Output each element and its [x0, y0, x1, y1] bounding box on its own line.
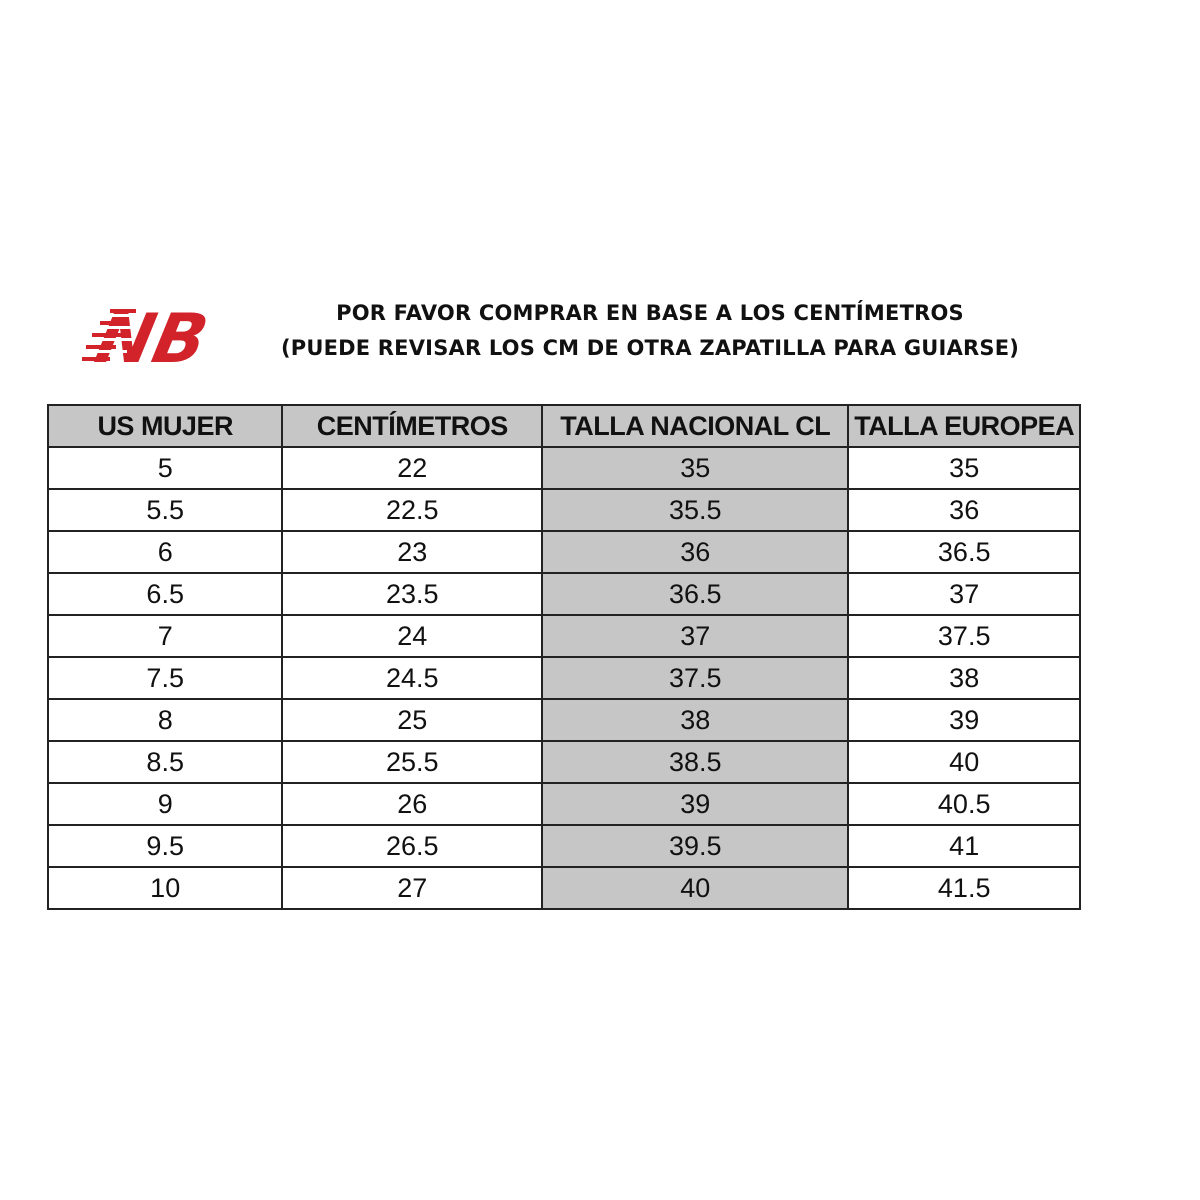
cell-talla-europea: 41: [847, 824, 1081, 868]
table-row: 8.5 25.5 38.5 40: [46, 740, 1081, 784]
cell-talla-europea: 36: [847, 488, 1081, 532]
cell-centimetros: 24.5: [281, 656, 544, 700]
cell-centimetros: 26.5: [281, 824, 544, 868]
header-centimetros: CENTÍMETROS: [281, 404, 544, 448]
cell-talla-europea: 36.5: [847, 530, 1081, 574]
cell-talla-nacional: 35: [541, 446, 850, 490]
title-line-1: POR FAVOR COMPRAR EN BASE A LOS CENTÍMET…: [336, 301, 964, 325]
new-balance-logo: NB: [82, 300, 214, 379]
cell-talla-nacional: 39.5: [541, 824, 850, 868]
cell-centimetros: 23.5: [281, 572, 544, 616]
cell-us-mujer: 5.5: [46, 488, 284, 532]
cell-us-mujer: 9: [46, 782, 284, 826]
instructions-title: POR FAVOR COMPRAR EN BASE A LOS CENTÍMET…: [260, 296, 1040, 366]
cell-talla-nacional: 38: [541, 698, 850, 742]
table-row: 9.5 26.5 39.5 41: [46, 824, 1081, 868]
cell-talla-europea: 38: [847, 656, 1081, 700]
cell-centimetros: 22.5: [281, 488, 544, 532]
cell-talla-europea: 35: [847, 446, 1081, 490]
table-row: 8 25 38 39: [46, 698, 1081, 742]
table-row: 7.5 24.5 37.5 38: [46, 656, 1081, 700]
header-talla-europea: TALLA EUROPEA: [847, 404, 1081, 448]
cell-talla-europea: 39: [847, 698, 1081, 742]
cell-talla-europea: 41.5: [847, 866, 1081, 910]
cell-us-mujer: 6: [46, 530, 284, 574]
cell-talla-nacional: 37: [541, 614, 850, 658]
cell-centimetros: 26: [281, 782, 544, 826]
table-row: 9 26 39 40.5: [46, 782, 1081, 826]
table-row: 5.5 22.5 35.5 36: [46, 488, 1081, 532]
cell-talla-europea: 37: [847, 572, 1081, 616]
cell-us-mujer: 7.5: [46, 656, 284, 700]
cell-us-mujer: 10: [46, 866, 284, 910]
cell-centimetros: 22: [281, 446, 544, 490]
cell-us-mujer: 6.5: [46, 572, 284, 616]
cell-centimetros: 24: [281, 614, 544, 658]
cell-talla-nacional: 37.5: [541, 656, 850, 700]
cell-talla-europea: 40.5: [847, 782, 1081, 826]
table-row: 6 23 36 36.5: [46, 530, 1081, 574]
table-row: 6.5 23.5 36.5 37: [46, 572, 1081, 616]
table-row: 10 27 40 41.5: [46, 866, 1081, 910]
cell-us-mujer: 9.5: [46, 824, 284, 868]
cell-talla-nacional: 39: [541, 782, 850, 826]
cell-talla-nacional: 40: [541, 866, 850, 910]
cell-talla-europea: 40: [847, 740, 1081, 784]
cell-us-mujer: 5: [46, 446, 284, 490]
cell-centimetros: 27: [281, 866, 544, 910]
cell-centimetros: 25: [281, 698, 544, 742]
table-header-row: US MUJER CENTÍMETROS TALLA NACIONAL CL T…: [46, 404, 1081, 448]
header-us-mujer: US MUJER: [46, 404, 284, 448]
cell-centimetros: 23: [281, 530, 544, 574]
cell-centimetros: 25.5: [281, 740, 544, 784]
cell-us-mujer: 8: [46, 698, 284, 742]
header-talla-nacional: TALLA NACIONAL CL: [541, 404, 850, 448]
cell-us-mujer: 7: [46, 614, 284, 658]
cell-talla-nacional: 36: [541, 530, 850, 574]
cell-talla-nacional: 35.5: [541, 488, 850, 532]
table-row: 7 24 37 37.5: [46, 614, 1081, 658]
table-row: 5 22 35 35: [46, 446, 1081, 490]
cell-us-mujer: 8.5: [46, 740, 284, 784]
cell-talla-nacional: 38.5: [541, 740, 850, 784]
cell-talla-europea: 37.5: [847, 614, 1081, 658]
title-line-2: (PUEDE REVISAR LOS CM DE OTRA ZAPATILLA …: [280, 336, 1020, 360]
cell-talla-nacional: 36.5: [541, 572, 850, 616]
size-chart-table: US MUJER CENTÍMETROS TALLA NACIONAL CL T…: [46, 404, 1081, 910]
